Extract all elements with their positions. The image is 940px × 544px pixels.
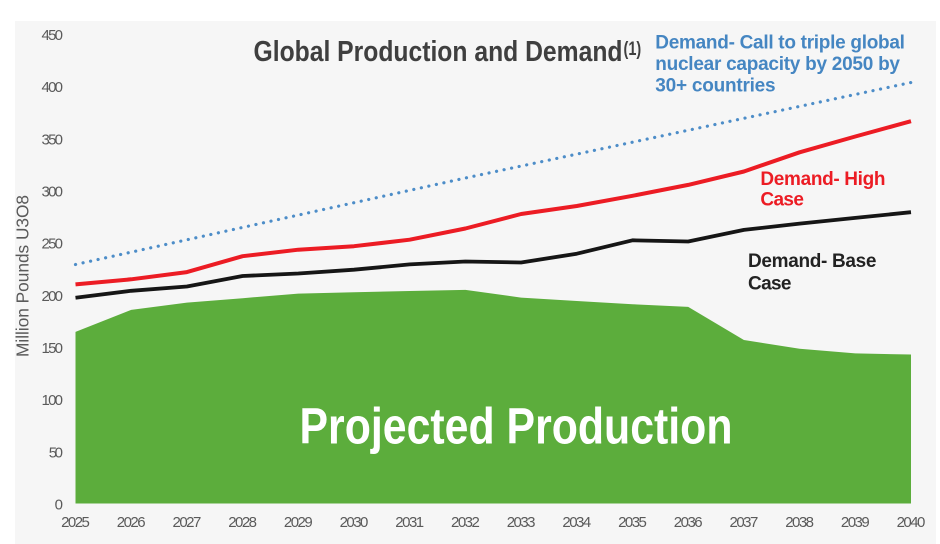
svg-text:Global Production and Demand: Global Production and Demand bbox=[254, 36, 623, 68]
svg-text:2038: 2038 bbox=[785, 514, 814, 531]
svg-text:100: 100 bbox=[42, 392, 64, 409]
svg-text:2027: 2027 bbox=[173, 514, 202, 531]
svg-text:30+ countries: 30+ countries bbox=[655, 76, 775, 97]
svg-text:Projected Production: Projected Production bbox=[300, 398, 733, 455]
svg-text:2040: 2040 bbox=[897, 514, 926, 531]
svg-text:0: 0 bbox=[55, 497, 63, 514]
svg-text:2029: 2029 bbox=[284, 514, 313, 531]
svg-text:2028: 2028 bbox=[228, 514, 257, 531]
svg-text:Demand- Base: Demand- Base bbox=[748, 251, 877, 272]
svg-text:2037: 2037 bbox=[730, 514, 759, 531]
svg-text:Case: Case bbox=[760, 190, 804, 211]
svg-text:Demand- High: Demand- High bbox=[760, 169, 885, 190]
svg-text:300: 300 bbox=[42, 184, 64, 201]
svg-text:2030: 2030 bbox=[340, 514, 369, 531]
svg-text:2033: 2033 bbox=[507, 514, 536, 531]
svg-text:150: 150 bbox=[42, 340, 64, 357]
svg-text:2039: 2039 bbox=[841, 514, 870, 531]
svg-text:(1): (1) bbox=[624, 39, 642, 60]
svg-text:400: 400 bbox=[42, 79, 64, 96]
svg-text:nuclear capacity by 2050 by: nuclear capacity by 2050 by bbox=[655, 54, 900, 75]
svg-text:2036: 2036 bbox=[674, 514, 703, 531]
svg-text:Demand- Call to triple global: Demand- Call to triple global bbox=[655, 33, 905, 54]
svg-text:450: 450 bbox=[42, 27, 64, 44]
svg-text:Million Pounds U3O8: Million Pounds U3O8 bbox=[13, 195, 33, 357]
svg-text:2026: 2026 bbox=[117, 514, 146, 531]
svg-text:2034: 2034 bbox=[562, 514, 591, 531]
svg-text:2032: 2032 bbox=[451, 514, 480, 531]
svg-text:200: 200 bbox=[42, 288, 64, 305]
svg-text:2031: 2031 bbox=[395, 514, 424, 531]
svg-text:Case: Case bbox=[748, 273, 792, 294]
svg-text:350: 350 bbox=[42, 131, 64, 148]
svg-text:2025: 2025 bbox=[61, 514, 90, 531]
svg-text:250: 250 bbox=[42, 236, 64, 253]
svg-text:2035: 2035 bbox=[618, 514, 647, 531]
svg-text:50: 50 bbox=[49, 444, 63, 461]
